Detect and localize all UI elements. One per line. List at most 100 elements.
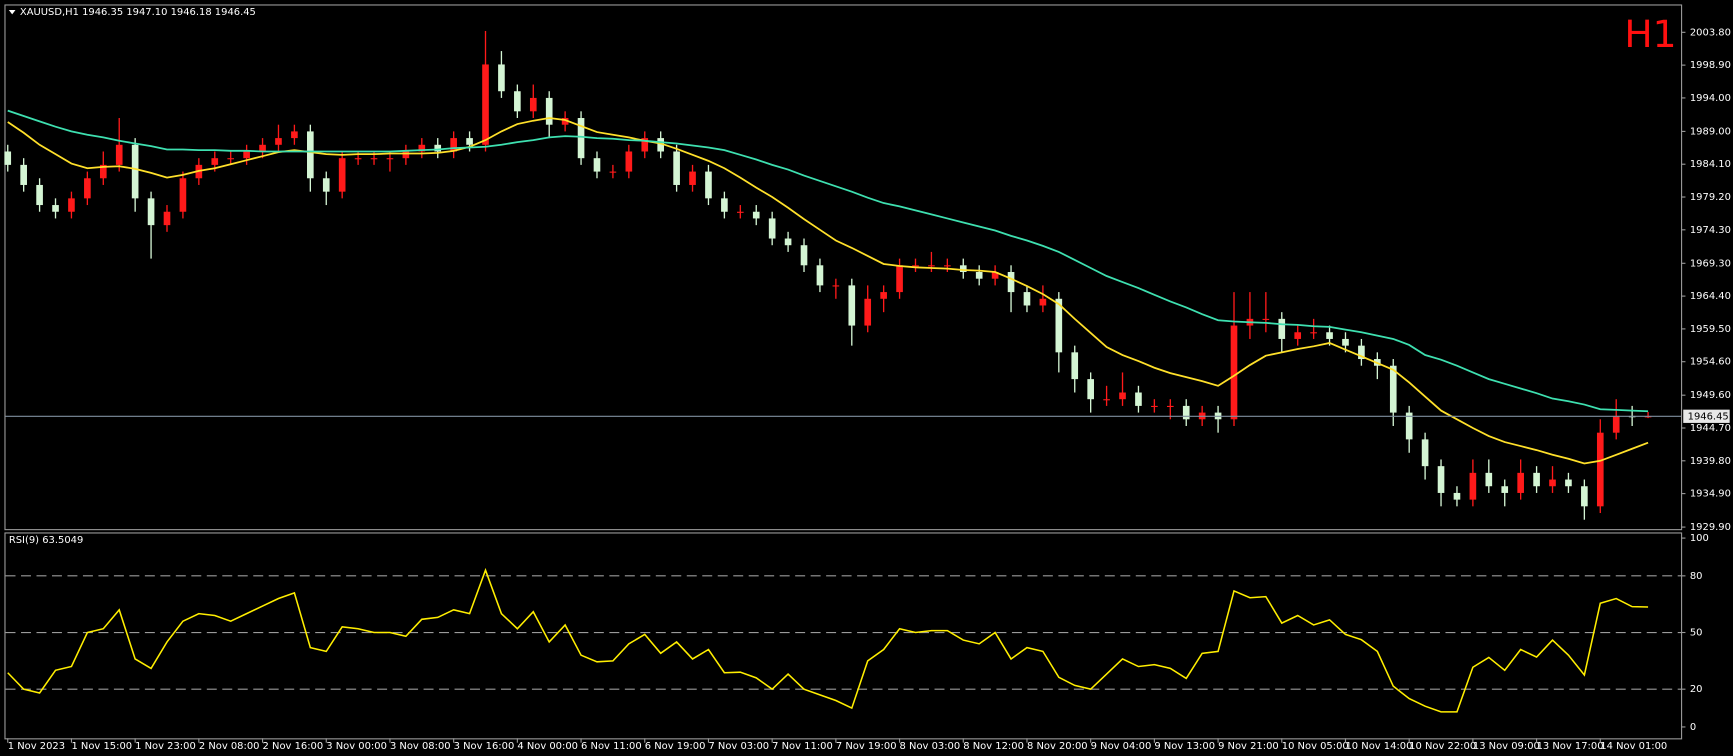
candle-body (1437, 466, 1445, 493)
candle-body (1182, 405, 1190, 420)
candle-body (1549, 479, 1556, 487)
candle-body (1071, 352, 1079, 380)
candle-body (307, 131, 314, 179)
y-tick-label: 50 (1690, 628, 1703, 639)
candle-body (1421, 439, 1429, 467)
candle-body (1389, 365, 1397, 413)
x-tick-label: 3 Nov 00:00 (326, 741, 387, 752)
candle-body (1612, 415, 1620, 433)
candle-body (338, 158, 346, 192)
x-tick-label: 1 Nov 15:00 (71, 741, 132, 752)
candle-body (179, 178, 187, 212)
y-tick-label: 1964.40 (1690, 291, 1731, 302)
y-tick-label: 1994.00 (1690, 93, 1731, 104)
y-tick-label: 1989.00 (1690, 126, 1731, 137)
candle-body (880, 292, 887, 299)
candle-body (243, 151, 250, 159)
x-tick-label: 3 Nov 16:00 (454, 741, 515, 752)
candle-body (609, 171, 617, 173)
candle-body (959, 265, 967, 272)
candle-body (1310, 332, 1317, 334)
x-tick-label: 6 Nov 11:00 (581, 741, 642, 752)
x-tick-label: 7 Nov 03:00 (708, 741, 769, 752)
candle-body (1230, 325, 1238, 420)
y-tick-label: 1998.90 (1690, 60, 1731, 71)
candle-body (848, 285, 856, 326)
candle-body (705, 171, 712, 199)
candle-body (975, 271, 983, 279)
y-tick-label: 0 (1690, 722, 1696, 733)
candle-body (99, 164, 107, 179)
candle-body (1135, 392, 1142, 406)
menu-triangle (8, 9, 16, 15)
x-tick-label: 9 Nov 04:00 (1091, 741, 1152, 752)
candle-body (354, 158, 362, 160)
x-tick-label: 3 Nov 08:00 (390, 741, 451, 752)
x-tick-label: 1 Nov 23:00 (135, 741, 196, 752)
current-price-label: 1946.45 (1688, 411, 1729, 422)
candle-body (131, 144, 139, 199)
y-tick-label: 1979.20 (1690, 192, 1731, 203)
y-tick-label: 100 (1690, 533, 1709, 544)
y-tick-label: 1969.30 (1690, 258, 1731, 269)
candle-body (1596, 432, 1604, 507)
candle-body (370, 158, 378, 160)
candle-body (1151, 405, 1158, 408)
candle-body (1326, 332, 1333, 339)
candle-body (577, 118, 585, 159)
candle-body (864, 298, 872, 326)
candle-body (386, 158, 394, 160)
candle-body (912, 265, 919, 267)
rsi-title: RSI(9) 63.5049 (9, 535, 83, 546)
candle-body (1501, 486, 1509, 493)
candle-body (275, 138, 282, 145)
candle-body (1581, 486, 1588, 507)
candle-body (1453, 492, 1461, 500)
candle-body (482, 64, 489, 145)
candle-body (211, 158, 219, 165)
x-tick-label: 8 Nov 03:00 (900, 741, 961, 752)
candle-body (928, 265, 935, 267)
candle-body (68, 198, 75, 212)
x-tick-label: 10 Nov 14:00 (1345, 741, 1412, 752)
x-tick-label: 9 Nov 13:00 (1154, 741, 1215, 752)
y-tick-label: 1949.60 (1690, 390, 1731, 401)
y-tick-label: 20 (1690, 684, 1703, 695)
candle-body (259, 144, 266, 152)
candle-body (784, 238, 792, 246)
candle-body (736, 211, 744, 213)
y-tick-label: 1939.80 (1690, 456, 1731, 467)
y-tick-label: 1984.10 (1690, 159, 1731, 170)
x-tick-label: 8 Nov 12:00 (963, 741, 1024, 752)
x-tick-label: 13 Nov 09:00 (1473, 741, 1540, 752)
price-title: XAUUSD,H1 1946.35 1947.10 1946.18 1946.4… (20, 7, 256, 18)
candle-body (832, 285, 840, 287)
candle-body (84, 178, 91, 199)
x-tick-label: 1 Nov 2023 (8, 741, 65, 752)
x-tick-label: 13 Nov 17:00 (1537, 741, 1604, 752)
candle-body (1039, 298, 1047, 306)
x-tick-label: 4 Nov 00:00 (517, 741, 578, 752)
candle-body (402, 151, 410, 159)
timeframe-badge: H1 (1624, 12, 1676, 56)
candle-body (593, 158, 601, 172)
candle-body (1087, 379, 1094, 400)
candle-body (1007, 271, 1015, 293)
candle-body (1565, 479, 1572, 487)
x-tick-label: 14 Nov 01:00 (1600, 741, 1667, 752)
y-tick-label: 1959.50 (1690, 324, 1731, 335)
candle-body (561, 118, 569, 125)
rsi-line (7, 567, 1649, 713)
candle-body (450, 138, 457, 152)
candle-body (147, 198, 155, 226)
x-tick-label: 7 Nov 19:00 (836, 741, 897, 752)
x-tick-label: 8 Nov 20:00 (1027, 741, 1088, 752)
candle-body (673, 151, 680, 185)
candle-body (1517, 472, 1524, 493)
candle-body (163, 211, 171, 226)
candle-body (36, 184, 43, 206)
candle-body (1469, 472, 1477, 500)
x-tick-label: 9 Nov 21:00 (1218, 741, 1279, 752)
y-tick-label: 2003.80 (1690, 27, 1731, 38)
